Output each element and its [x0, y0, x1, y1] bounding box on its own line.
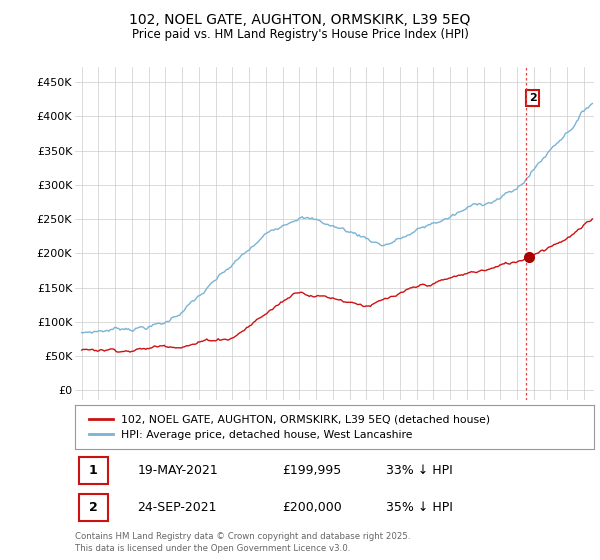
- FancyBboxPatch shape: [79, 457, 107, 484]
- Text: 35% ↓ HPI: 35% ↓ HPI: [386, 501, 453, 514]
- Text: 1: 1: [89, 464, 98, 477]
- Text: 33% ↓ HPI: 33% ↓ HPI: [386, 464, 453, 477]
- Text: 24-SEP-2021: 24-SEP-2021: [137, 501, 217, 514]
- Text: 2: 2: [529, 93, 536, 103]
- Text: 2: 2: [89, 501, 98, 514]
- Text: 19-MAY-2021: 19-MAY-2021: [137, 464, 218, 477]
- Text: £200,000: £200,000: [283, 501, 343, 514]
- Legend: 102, NOEL GATE, AUGHTON, ORMSKIRK, L39 5EQ (detached house), HPI: Average price,: 102, NOEL GATE, AUGHTON, ORMSKIRK, L39 5…: [86, 412, 494, 443]
- Text: £199,995: £199,995: [283, 464, 342, 477]
- Text: Contains HM Land Registry data © Crown copyright and database right 2025.
This d: Contains HM Land Registry data © Crown c…: [75, 533, 410, 553]
- Text: 102, NOEL GATE, AUGHTON, ORMSKIRK, L39 5EQ: 102, NOEL GATE, AUGHTON, ORMSKIRK, L39 5…: [130, 13, 470, 27]
- Text: Price paid vs. HM Land Registry's House Price Index (HPI): Price paid vs. HM Land Registry's House …: [131, 28, 469, 41]
- FancyBboxPatch shape: [79, 494, 107, 521]
